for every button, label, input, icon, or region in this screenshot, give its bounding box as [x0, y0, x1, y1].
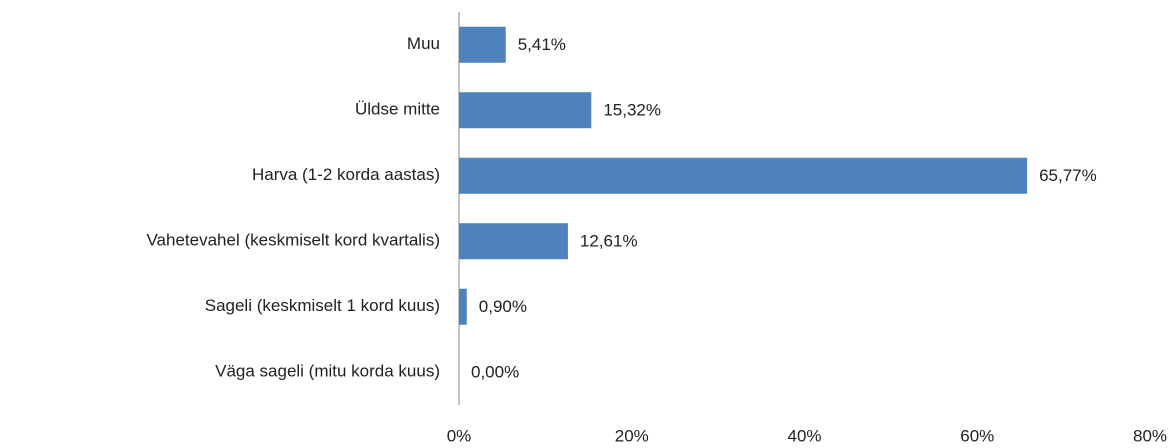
bar	[459, 223, 568, 260]
value-label: 12,61%	[580, 232, 638, 251]
bar	[459, 288, 467, 325]
y-tick-label: Väga sageli (mitu korda kuus)	[215, 362, 440, 381]
x-tick-label: 80%	[1133, 426, 1167, 445]
y-tick-label: Harva (1-2 korda aastas)	[252, 165, 440, 184]
value-label: 0,00%	[471, 363, 519, 382]
value-label: 15,32%	[603, 101, 661, 120]
value-label: 0,90%	[479, 297, 527, 316]
y-tick-label: Üldse mitte	[355, 100, 440, 119]
x-tick-label: 20%	[615, 426, 649, 445]
bar	[459, 26, 506, 63]
bar	[459, 92, 592, 129]
x-tick-label: 0%	[447, 426, 472, 445]
value-label: 5,41%	[518, 35, 566, 54]
y-tick-label: Sageli (keskmiselt 1 kord kuus)	[205, 296, 440, 315]
value-label: 65,77%	[1039, 166, 1097, 185]
y-tick-label: Vahetevahel (keskmiselt kord kvartalis)	[146, 231, 440, 250]
bar	[459, 157, 1028, 194]
y-tick-label: Muu	[407, 34, 440, 53]
x-tick-label: 40%	[787, 426, 821, 445]
x-tick-label: 60%	[960, 426, 994, 445]
